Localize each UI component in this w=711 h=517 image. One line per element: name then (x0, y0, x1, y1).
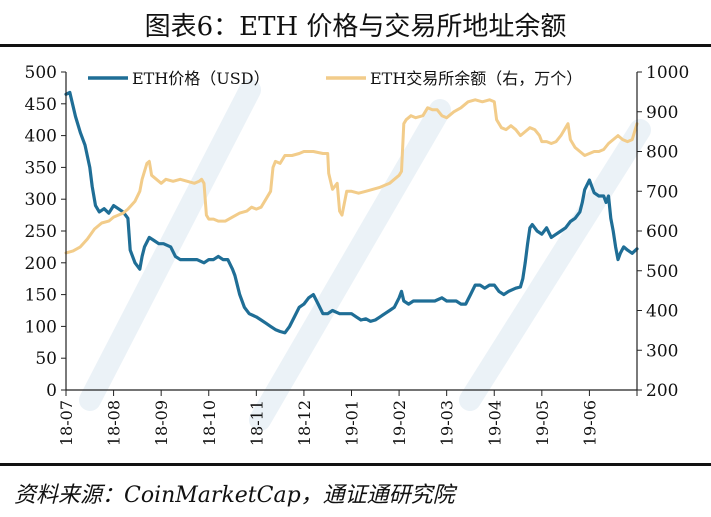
y-left-tick-label: 0 (46, 381, 57, 401)
x-tick-label: 19-05 (533, 400, 552, 446)
series-line-1 (64, 98, 639, 255)
x-tick-label: 18-07 (57, 400, 76, 446)
x-tick-label: 19-06 (580, 400, 599, 446)
y-left-tick-label: 50 (35, 349, 57, 369)
y-left-tick-label: 350 (25, 158, 57, 178)
y-left-tick-label: 500 (25, 63, 57, 83)
y-right-tick-label: 1000 (646, 63, 689, 83)
y-left-tick-label: 400 (25, 127, 57, 147)
y-left-tick-label: 150 (25, 286, 57, 306)
x-tick-label: 19-02 (390, 400, 409, 446)
y-left-tick-label: 450 (25, 95, 57, 115)
y-left-tick-label: 200 (25, 254, 57, 274)
y-right-tick-label: 400 (646, 302, 678, 322)
series-line-0 (64, 90, 639, 335)
x-tick-label: 18-10 (200, 400, 219, 446)
y-right-tick-label: 600 (646, 222, 678, 242)
x-tick-label: 18-08 (105, 400, 124, 446)
legend: ETH价格（USD） ETH交易所余额（右，万个） (88, 69, 582, 88)
y-left-tick-label: 300 (25, 190, 57, 210)
x-tick-label: 18-11 (247, 400, 266, 446)
watermark-band-2 (459, 119, 651, 411)
y-right-tick-label: 300 (646, 341, 678, 361)
chart-title: 图表6：ETH 价格与交易所地址余额 (144, 12, 567, 42)
y-left-tick-label: 100 (25, 317, 57, 337)
series-layer (64, 90, 639, 335)
y-right-tick-label: 200 (646, 381, 678, 401)
bottom-rule (0, 463, 711, 466)
y-right-tick-label: 800 (646, 143, 678, 163)
x-tick-label: 19-03 (438, 400, 457, 446)
watermark-band-1 (249, 99, 451, 431)
y-right-tick-label: 700 (646, 182, 678, 202)
legend-label-1: ETH交易所余额（右，万个） (370, 69, 582, 88)
axes-layer: 0 50 100 150 200 250 300 350 400 450 500 200 300 400 5… (25, 63, 690, 446)
source-note: 资料来源：CoinMarketCap，通证通研究院 (14, 483, 455, 508)
x-tick-label: 18-09 (152, 400, 171, 446)
legend-label-0: ETH价格（USD） (132, 69, 270, 88)
x-tick-label: 18-12 (295, 400, 314, 446)
x-tick-label: 19-01 (343, 400, 362, 446)
x-tick-label: 19-04 (485, 400, 504, 446)
y-right-tick-label: 900 (646, 103, 678, 123)
top-rule (0, 44, 711, 47)
y-left-tick-label: 250 (25, 222, 57, 242)
y-right-tick-label: 500 (646, 262, 678, 282)
